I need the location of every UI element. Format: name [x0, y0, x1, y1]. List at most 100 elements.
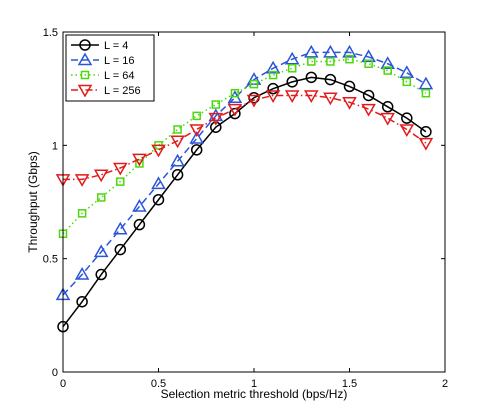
data-point	[113, 221, 128, 235]
data-point	[192, 111, 201, 121]
data-point	[229, 107, 241, 120]
ticks-layer: 0 0.5 1 1.5 2 0 0.5 1 1.5	[43, 27, 448, 390]
y-tick-label: 1.5	[43, 27, 58, 39]
y-axis-label: Throughput (Gbps)	[26, 151, 40, 252]
data-point	[230, 88, 240, 98]
y-tick-label: 1	[52, 140, 58, 152]
data-point	[151, 144, 166, 158]
legend-marker	[77, 84, 93, 98]
data-point	[132, 153, 147, 167]
series-line	[63, 94, 427, 181]
legend-item: L = 256	[71, 84, 141, 98]
data-point	[265, 90, 281, 103]
data-point	[189, 131, 204, 144]
data-point	[284, 90, 300, 103]
x-tick-label: 1	[251, 378, 257, 390]
data-point	[208, 112, 224, 126]
data-point	[189, 124, 204, 137]
data-point	[173, 125, 182, 134]
x-axis-label: Selection metric threshold (bps/Hz)	[161, 387, 348, 401]
data-point	[304, 90, 319, 103]
x-tick-label: 1.5	[342, 378, 357, 390]
data-point	[343, 80, 356, 93]
data-point	[135, 159, 144, 168]
data-point	[418, 137, 434, 151]
data-point	[402, 77, 412, 87]
series-3	[55, 90, 434, 187]
data-point	[76, 295, 88, 308]
data-point	[323, 44, 338, 58]
legend-label: L = 16	[104, 55, 134, 67]
data-point	[399, 124, 415, 137]
data-point	[418, 76, 434, 90]
data-point	[93, 244, 109, 258]
y-tick-label: 0	[52, 367, 58, 379]
data-point	[93, 169, 109, 183]
data-point	[381, 101, 394, 113]
data-point	[114, 243, 127, 256]
data-point	[227, 103, 243, 117]
data-point	[210, 121, 222, 133]
data-point	[249, 79, 259, 89]
data-point	[305, 71, 318, 84]
series-layer	[55, 44, 434, 333]
legend-marker	[77, 52, 93, 66]
data-point	[96, 193, 106, 202]
data-point	[323, 92, 338, 106]
series-line	[62, 51, 427, 296]
data-point	[268, 70, 278, 80]
data-point	[286, 76, 298, 88]
data-point	[345, 54, 354, 64]
data-point	[362, 89, 375, 102]
data-point	[246, 94, 262, 108]
data-point	[342, 97, 357, 110]
data-point	[304, 44, 319, 58]
data-point	[361, 49, 376, 63]
data-point	[74, 174, 90, 187]
legend-item: L = 4	[71, 39, 128, 52]
data-point	[132, 199, 147, 212]
data-point	[420, 125, 432, 138]
legend-item: L = 16	[71, 52, 134, 67]
data-point	[380, 112, 395, 126]
data-point	[401, 112, 413, 124]
data-point	[265, 60, 281, 74]
data-point	[342, 44, 357, 58]
data-point	[307, 57, 316, 66]
data-point	[77, 209, 87, 218]
data-point	[116, 177, 125, 186]
data-point	[399, 65, 415, 79]
legend-label: L = 256	[104, 85, 141, 97]
data-point	[324, 73, 337, 86]
data-point	[171, 169, 184, 181]
x-tick-label: 2	[442, 378, 448, 390]
y-tick-label: 0.5	[43, 254, 58, 266]
data-point	[361, 103, 376, 117]
data-point	[364, 59, 373, 68]
data-point	[287, 64, 297, 73]
series-2	[58, 54, 431, 238]
data-point	[383, 66, 392, 75]
x-tick-label: 0.5	[151, 378, 166, 390]
data-point	[152, 193, 165, 206]
legend: L = 4 L = 16 L = 64 L = 256	[65, 34, 155, 102]
data-point	[95, 268, 107, 281]
data-point	[74, 267, 90, 280]
data-point	[170, 135, 185, 149]
legend-label: L = 4	[104, 40, 128, 52]
legend-label: L = 64	[104, 70, 134, 82]
data-point	[208, 108, 224, 122]
data-point	[284, 51, 300, 65]
data-point	[113, 162, 128, 176]
data-point	[267, 82, 279, 95]
data-point	[421, 88, 431, 98]
data-point	[190, 144, 203, 156]
legend-marker	[79, 39, 91, 51]
legend-item: L = 64	[71, 70, 134, 82]
data-point	[170, 153, 185, 167]
data-point	[326, 57, 335, 66]
legend-marker	[80, 70, 90, 80]
data-point	[151, 176, 166, 190]
x-tick-label: 0	[60, 378, 66, 390]
